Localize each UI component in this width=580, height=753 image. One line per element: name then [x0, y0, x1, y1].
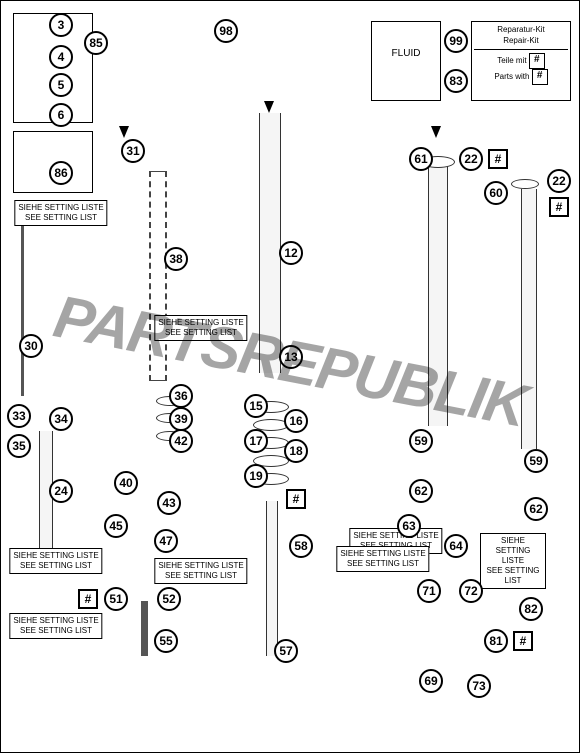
- callout-83: 83: [444, 69, 468, 93]
- callout-34: 34: [49, 407, 73, 431]
- repair-line3: Teile mit: [497, 56, 526, 65]
- callout-17: 17: [244, 429, 268, 453]
- part-shape: [21, 226, 24, 396]
- fluid-box: FLUID: [371, 21, 441, 101]
- part-shape: [141, 601, 148, 656]
- callout-22: 22: [459, 147, 483, 171]
- part-shape: [521, 189, 537, 449]
- assembly-arrow-icon: [431, 126, 441, 138]
- callout-55: 55: [154, 629, 178, 653]
- hash-icon: #: [532, 69, 548, 85]
- callout-58: 58: [289, 534, 313, 558]
- callout-52: 52: [157, 587, 181, 611]
- callout-13: 13: [279, 345, 303, 369]
- callout-39: 39: [169, 407, 193, 431]
- callout-12: 12: [279, 241, 303, 265]
- callout-38: 38: [164, 247, 188, 271]
- callout-69: 69: [419, 669, 443, 693]
- callout-73: 73: [467, 674, 491, 698]
- callout-40: 40: [114, 471, 138, 495]
- diagram-stage: FLUID Reparatur-Kit Repair-Kit Teile mit…: [0, 0, 580, 753]
- setting-list-label: SIEHE SETTING LISTESEE SETTING LIST: [14, 200, 107, 226]
- assembly-arrow-icon: [119, 126, 129, 138]
- callout-43: 43: [157, 491, 181, 515]
- part-group-frame: [13, 131, 93, 193]
- callout-18: 18: [284, 439, 308, 463]
- callout-22: 22: [547, 169, 571, 193]
- callout-36: 36: [169, 384, 193, 408]
- hash-icon: #: [529, 53, 545, 69]
- part-shape: [266, 501, 278, 656]
- callout-3: 3: [49, 13, 73, 37]
- callout-72: 72: [459, 579, 483, 603]
- setting-list-label: SIEHE SETTING LISTESEE SETTING LIST: [480, 533, 546, 589]
- fluid-label: FLUID: [374, 48, 438, 59]
- setting-list-label: SIEHE SETTING LISTESEE SETTING LIST: [154, 315, 247, 341]
- callout-60: 60: [484, 181, 508, 205]
- callout-82: 82: [519, 597, 543, 621]
- callout-99: 99: [444, 29, 468, 53]
- callout-30: 30: [19, 334, 43, 358]
- hash-mark: #: [488, 149, 508, 169]
- part-ring: [511, 179, 539, 189]
- callout-59: 59: [409, 429, 433, 453]
- callout-51: 51: [104, 587, 128, 611]
- callout-98: 98: [214, 19, 238, 43]
- callout-85: 85: [84, 31, 108, 55]
- repair-line4: Parts with: [494, 72, 529, 81]
- callout-71: 71: [417, 579, 441, 603]
- callout-6: 6: [49, 103, 73, 127]
- callout-62: 62: [524, 497, 548, 521]
- part-shape: [259, 113, 281, 373]
- part-shape: [428, 166, 448, 426]
- setting-list-label: SIEHE SETTING LISTESEE SETTING LIST: [154, 558, 247, 584]
- callout-16: 16: [284, 409, 308, 433]
- callout-63: 63: [397, 514, 421, 538]
- setting-list-label: SIEHE SETTING LISTESEE SETTING LIST: [336, 546, 429, 572]
- repair-line2: Repair-Kit: [474, 35, 568, 46]
- part-shape: [149, 171, 167, 381]
- callout-62: 62: [409, 479, 433, 503]
- repair-line1: Reparatur-Kit: [474, 24, 568, 35]
- callout-35: 35: [7, 434, 31, 458]
- callout-33: 33: [7, 404, 31, 428]
- hash-mark: #: [513, 631, 533, 651]
- repair-kit-box: Reparatur-Kit Repair-Kit Teile mit # Par…: [471, 21, 571, 101]
- callout-42: 42: [169, 429, 193, 453]
- callout-31: 31: [121, 139, 145, 163]
- setting-list-label: SIEHE SETTING LISTESEE SETTING LIST: [9, 613, 102, 639]
- callout-24: 24: [49, 479, 73, 503]
- callout-19: 19: [244, 464, 268, 488]
- callout-64: 64: [444, 534, 468, 558]
- callout-57: 57: [274, 639, 298, 663]
- hash-mark: #: [78, 589, 98, 609]
- callout-45: 45: [104, 514, 128, 538]
- assembly-arrow-icon: [264, 101, 274, 113]
- setting-list-label: SIEHE SETTING LISTESEE SETTING LIST: [9, 548, 102, 574]
- callout-15: 15: [244, 394, 268, 418]
- callout-5: 5: [49, 73, 73, 97]
- callout-86: 86: [49, 161, 73, 185]
- hash-mark: #: [549, 197, 569, 217]
- callout-4: 4: [49, 45, 73, 69]
- hash-mark: #: [286, 489, 306, 509]
- callout-59: 59: [524, 449, 548, 473]
- callout-47: 47: [154, 529, 178, 553]
- callout-61: 61: [409, 147, 433, 171]
- callout-81: 81: [484, 629, 508, 653]
